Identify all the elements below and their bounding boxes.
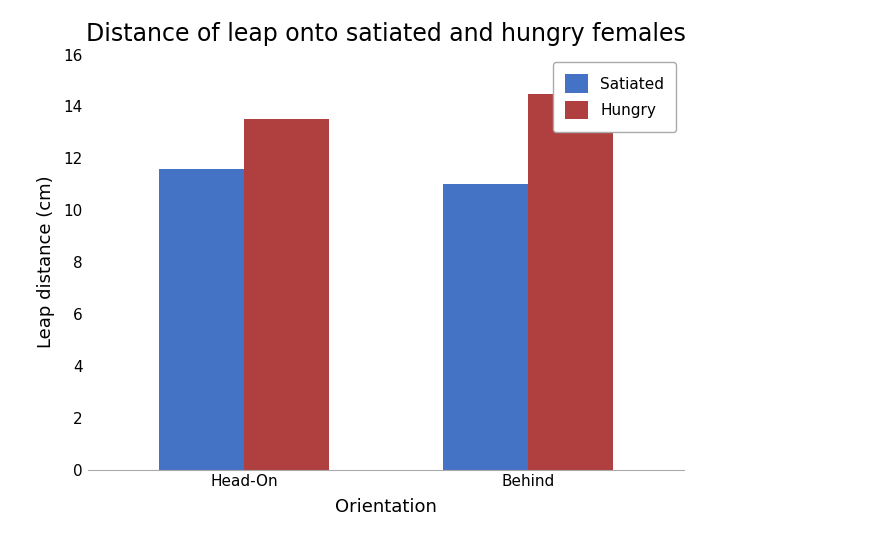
- Y-axis label: Leap distance (cm): Leap distance (cm): [37, 176, 55, 348]
- Bar: [443, 184, 528, 470]
- Legend: Satiated, Hungry: Satiated, Hungry: [553, 62, 676, 132]
- X-axis label: Orientation: Orientation: [335, 498, 437, 516]
- Title: Distance of leap onto satiated and hungry females: Distance of leap onto satiated and hungr…: [86, 22, 686, 46]
- Bar: [244, 120, 329, 470]
- Bar: [528, 93, 613, 470]
- Bar: [159, 169, 244, 470]
